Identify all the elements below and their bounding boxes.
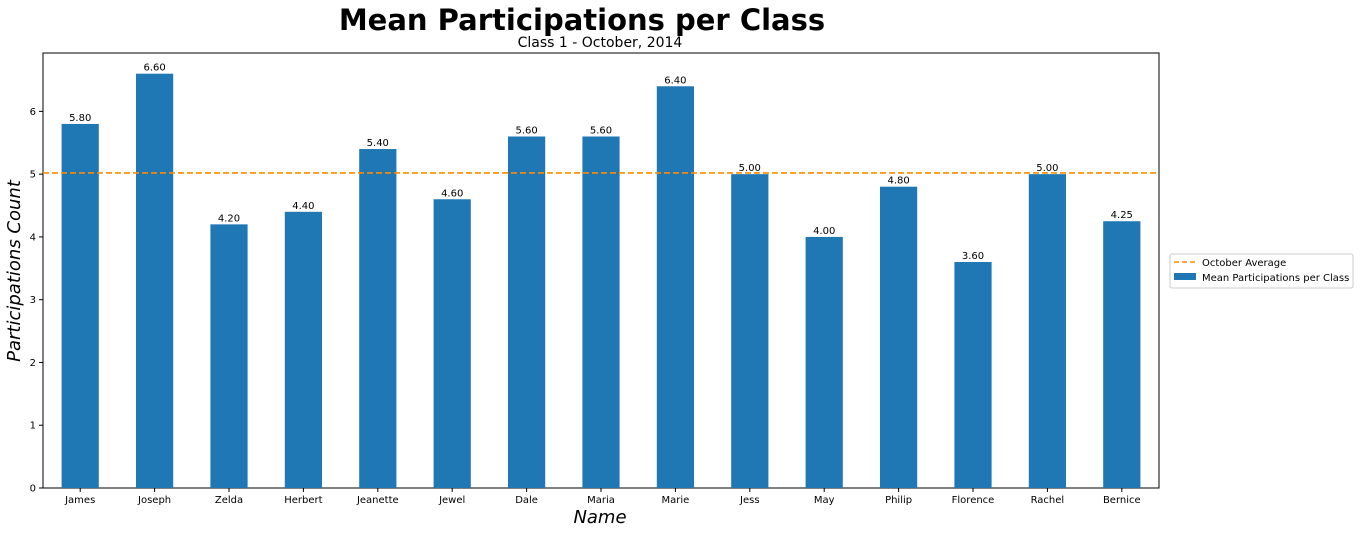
x-tick-label: Jess [739,495,760,506]
y-tick-label: 5 [30,170,36,181]
bar-value-label: 6.40 [664,75,686,86]
bar-james [61,123,99,489]
y-axis-label: Participations Count [4,179,25,362]
x-tick-label: Marie [661,495,689,506]
bar-herbert [284,211,322,489]
y-tick-label: 6 [30,107,36,118]
bar-jeanette [359,149,397,489]
legend-bar-swatch [1174,273,1196,280]
bar-value-label: 5.00 [1036,163,1058,174]
chart-title: Mean Participations per Class [339,3,825,37]
plot-area: 5.80 6.60 4.20 4.40 5.40 4.60 5.60 5.60 6.40 5.00… [30,52,1160,506]
legend-average-label: October Average [1202,258,1286,269]
bar-value-label: 3.60 [962,251,984,262]
x-axis-label: Name [573,507,626,528]
bar-value-label: 4.40 [292,201,314,212]
bar-rachel [1028,174,1066,488]
x-tick-label: Philip [885,495,912,506]
chart-subtitle: Class 1 - October, 2014 [518,35,683,51]
x-tick-label: May [814,495,835,506]
bar-dale [508,136,546,488]
bar-philip [880,186,918,488]
y-tick-label: 4 [30,232,36,243]
bar-labels-group: 5.80 6.60 4.20 4.40 5.40 4.60 5.60 5.60 6.40 5.00… [69,63,1133,262]
bar-value-label: 4.60 [441,188,463,199]
bar-value-label: 4.80 [887,176,909,187]
bar-bernice [1103,221,1141,489]
x-tick-label: Florence [952,495,995,506]
x-tick-label: Zelda [215,495,243,506]
y-tick-label: 2 [30,358,36,369]
bar-jess [731,174,769,488]
bar-florence [954,262,992,488]
y-axis-ticks: 0 1 2 3 4 5 6 [30,107,43,495]
bar-value-label: 6.60 [143,63,165,74]
x-tick-label: Jewel [438,495,465,506]
bar-value-label: 5.00 [739,163,761,174]
x-tick-label: Herbert [284,495,322,506]
bar-value-label: 5.60 [590,125,612,136]
bar-value-label: 5.40 [367,138,389,149]
bar-value-label: 4.25 [1111,210,1133,221]
bar-jewel [433,199,471,488]
bar-joseph [136,73,174,488]
legend-frame [1169,253,1354,289]
bar-value-label: 4.20 [218,213,240,224]
x-tick-label: Rachel [1031,495,1065,506]
bar-marie [656,86,694,488]
y-tick-label: 3 [30,295,36,306]
x-tick-label: Dale [515,495,538,506]
y-tick-label: 0 [30,484,36,495]
bar-maria [582,136,620,488]
x-tick-label: Joseph [137,495,171,506]
legend: October Average Mean Participations per … [1169,253,1354,289]
bar-value-label: 5.80 [69,113,91,124]
bar-may [805,236,843,488]
x-tick-label: James [64,495,95,506]
legend-bar-label: Mean Participations per Class [1202,273,1349,284]
bars-group [61,73,1141,489]
bar-zelda [210,224,248,488]
x-tick-label: Maria [587,495,615,506]
x-tick-label: Bernice [1103,495,1141,506]
y-tick-label: 1 [30,421,36,432]
x-tick-label: Jeanette [356,495,399,506]
bar-value-label: 5.60 [515,125,537,136]
bar-value-label: 4.00 [813,226,835,237]
x-axis-ticks: James Joseph Zelda Herbert Jeanette Jewel Dale… [64,488,1141,506]
